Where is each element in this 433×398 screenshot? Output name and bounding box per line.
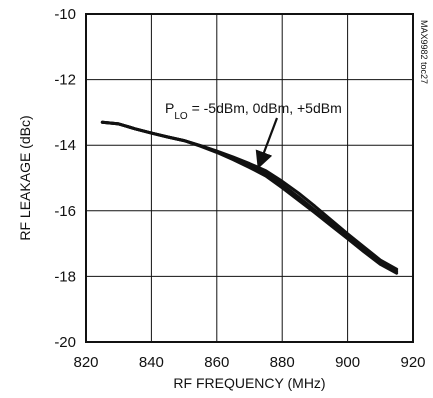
y-tick-label: -16 <box>54 203 76 220</box>
x-tick-label: 840 <box>139 354 164 371</box>
x-tick-label: 900 <box>335 354 360 371</box>
grid-lines <box>86 14 413 342</box>
x-tick-label: 920 <box>400 354 425 371</box>
annotation-subscript: LO <box>174 111 188 122</box>
series-line-3 <box>100 120 399 271</box>
y-tick-label: -10 <box>54 6 76 23</box>
y-tick-label: -20 <box>54 334 76 351</box>
plot-area-frame <box>85 13 414 343</box>
x-tick-labels: 820 840 860 880 900 920 <box>73 354 425 371</box>
y-axis-title: RF LEAKAGE (dBc) <box>17 115 33 240</box>
annotation-prefix: P <box>165 100 174 116</box>
x-tick-label: 860 <box>204 354 229 371</box>
annotation-text: = -5dBm, 0dBm, +5dBm <box>188 100 342 116</box>
side-code-label: MAX9982 toc27 <box>419 20 429 84</box>
annotation-group: PLO = -5dBm, 0dBm, +5dBm <box>165 100 342 169</box>
series-lines <box>100 120 399 275</box>
annotation-label: PLO = -5dBm, 0dBm, +5dBm <box>165 100 342 122</box>
y-tick-label: -18 <box>54 268 76 285</box>
y-tick-labels: -20 -18 -16 -14 -12 -10 <box>54 6 76 351</box>
y-tick-label: -12 <box>54 72 76 89</box>
annotation-arrow <box>255 117 279 169</box>
y-tick-label: -14 <box>54 137 76 154</box>
series-line-1 <box>100 120 399 273</box>
x-tick-label: 880 <box>270 354 295 371</box>
x-tick-label: 820 <box>73 354 98 371</box>
x-axis-title: RF FREQUENCY (MHz) <box>173 375 325 391</box>
